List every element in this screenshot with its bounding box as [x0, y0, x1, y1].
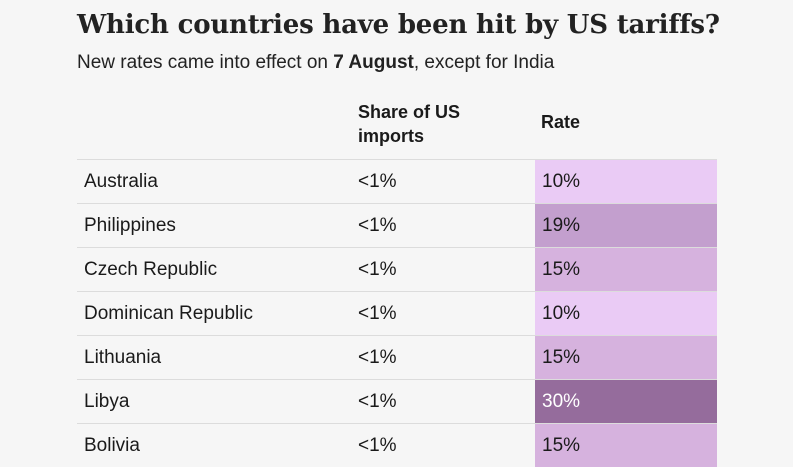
country-cell: Czech Republic — [84, 259, 218, 280]
country-cell: Australia — [84, 171, 158, 192]
subtitle-note: , except for India — [413, 52, 555, 73]
table-row: Libya <1% 30% — [77, 379, 717, 423]
share-cell: <1% — [358, 259, 397, 280]
table-row: Bolivia <1% 15% — [77, 423, 717, 467]
share-cell: <1% — [358, 215, 397, 236]
table-row: Philippines <1% 19% — [77, 203, 717, 247]
rate-cell: 15% — [535, 248, 717, 291]
subtitle-text: New rates came into effect on — [77, 52, 334, 73]
share-cell: <1% — [358, 347, 397, 368]
rate-cell: 10% — [535, 292, 717, 335]
country-cell: Philippines — [84, 215, 176, 236]
country-cell: Dominican Republic — [84, 303, 253, 324]
rate-cell: 19% — [535, 204, 717, 247]
country-cell: Bolivia — [84, 435, 140, 456]
column-header-share: Share of US imports — [358, 102, 461, 146]
rate-cell: 30% — [535, 380, 717, 423]
column-header-rate: Rate — [541, 112, 581, 132]
table-row: Czech Republic <1% 15% — [77, 247, 717, 291]
rate-cell: 15% — [535, 336, 717, 379]
share-cell: <1% — [358, 171, 397, 192]
table-row: Lithuania <1% 15% — [77, 335, 717, 379]
table-row: Australia <1% 10% — [77, 159, 717, 203]
share-cell: <1% — [358, 435, 397, 456]
rate-cell: 15% — [535, 424, 717, 467]
subtitle-date: 7 August — [333, 52, 414, 73]
rate-cell: 10% — [535, 160, 717, 203]
share-cell: <1% — [358, 303, 397, 324]
country-cell: Lithuania — [84, 347, 162, 368]
tariff-table: Australia <1% 10% Philippines <1% 19% Czech Re… — [77, 159, 717, 467]
table-row: Dominican Republic <1% 10% — [77, 291, 717, 335]
country-cell: Libya — [84, 391, 130, 412]
chart-subtitle: New rates came into effect on 7 August, … — [77, 52, 554, 74]
chart-title: Which countries have been hit by US tari… — [77, 10, 720, 40]
share-cell: <1% — [358, 391, 397, 412]
